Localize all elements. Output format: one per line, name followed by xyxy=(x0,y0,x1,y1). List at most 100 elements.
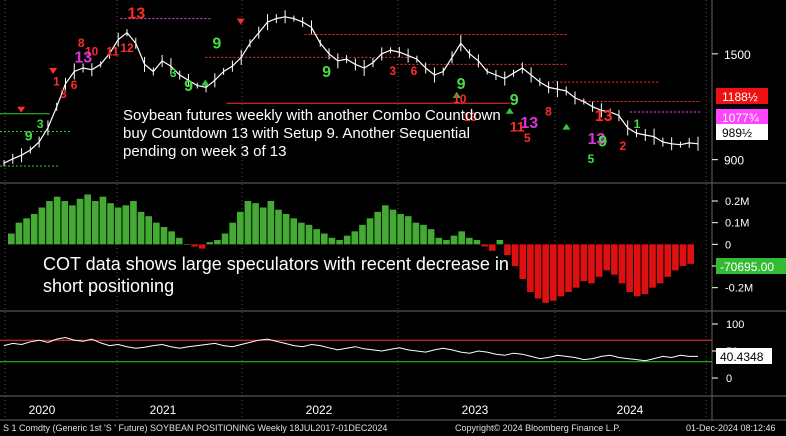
cot-bar xyxy=(519,244,527,279)
td-count-label: 1 xyxy=(53,75,60,89)
price-tick-label: 1500 xyxy=(724,48,751,62)
cot-bar xyxy=(435,237,443,245)
cot-bar xyxy=(298,222,305,245)
buy-arrow-icon xyxy=(562,123,571,130)
price-tag-label: 989½ xyxy=(722,126,752,140)
cot-bar xyxy=(275,209,282,245)
td-count-label: 13 xyxy=(520,115,538,132)
cot-bar xyxy=(611,244,618,275)
cot-bar xyxy=(618,244,626,284)
cot-bar xyxy=(282,214,290,245)
cot-last-tag-box xyxy=(716,258,786,274)
td-count-label: 3 xyxy=(37,117,44,131)
cot-bar xyxy=(145,216,153,245)
cot-bar xyxy=(244,201,252,245)
rsi-tick-label: 100 xyxy=(726,319,744,331)
cot-bar xyxy=(214,240,221,245)
x-axis-year-label: 2024 xyxy=(617,403,644,417)
td-count-label: 9 xyxy=(184,78,193,95)
cot-bar xyxy=(542,244,549,303)
cot-bar xyxy=(664,244,672,277)
td-count-label: 3 xyxy=(389,64,396,78)
cot-bar xyxy=(572,244,580,288)
td-count-label: 9 xyxy=(212,36,221,53)
cot-bar xyxy=(61,201,69,245)
buy-arrow-icon xyxy=(452,91,461,98)
cot-bar xyxy=(30,214,38,245)
sell-arrow-icon xyxy=(236,18,245,25)
cot-bar xyxy=(672,244,679,271)
buy-arrow-icon xyxy=(201,79,210,86)
x-axis-year-label: 2022 xyxy=(306,403,333,417)
cot-bar xyxy=(443,240,450,245)
footer-source: S 1 Comdty (Generic 1st 'S ' Future) SOY… xyxy=(3,423,388,433)
cot-bar xyxy=(53,196,61,245)
buy-arrow-icon xyxy=(505,107,514,114)
cot-bar xyxy=(183,244,191,245)
cot-tick-label: 0.2M xyxy=(725,196,749,208)
cot-annotation: COT data shows large speculators with re… xyxy=(43,254,509,296)
cot-bar xyxy=(76,198,84,245)
cot-bar xyxy=(633,244,641,297)
cot-bar xyxy=(511,244,519,266)
td-count-label: 12 xyxy=(120,41,134,55)
cot-bar xyxy=(359,224,366,245)
cot-bar xyxy=(153,222,160,245)
cot-bar xyxy=(122,205,130,245)
td-count-label: 8 xyxy=(78,36,85,50)
td-count-label: 10 xyxy=(453,92,467,106)
cot-bar xyxy=(168,231,175,245)
price-tag-box xyxy=(716,88,768,104)
td-count-label: 9 xyxy=(322,64,331,81)
cot-bar xyxy=(679,244,687,266)
price-series-line xyxy=(3,16,699,164)
cot-bar xyxy=(649,244,656,288)
cot-bar xyxy=(15,222,23,245)
cot-bar xyxy=(450,235,458,245)
cot-bar xyxy=(557,244,565,297)
cot-bar xyxy=(221,233,229,245)
cot-bar xyxy=(412,222,420,245)
cot-bar xyxy=(328,237,336,245)
cot-bar xyxy=(198,244,206,249)
cot-bar xyxy=(343,235,351,245)
cot-bar xyxy=(488,244,496,251)
price-annotation: Soybean futures weekly with another Comb… xyxy=(123,107,501,160)
price-panel xyxy=(3,10,699,167)
cot-bar xyxy=(397,214,404,245)
cot-bar xyxy=(466,237,473,245)
td-count-label: 9 xyxy=(25,127,33,143)
cot-bar xyxy=(336,240,343,245)
cot-bar xyxy=(206,242,214,245)
cot-bar xyxy=(69,205,76,245)
td-count-label: 13 xyxy=(464,110,478,124)
rsi-last-tag: 40.4348 xyxy=(720,350,764,364)
cot-bar xyxy=(366,218,374,245)
cot-bar xyxy=(91,201,99,245)
cot-bar xyxy=(374,211,382,245)
cot-bar xyxy=(382,205,389,245)
cot-panel xyxy=(8,194,694,303)
x-axis-year-label: 2021 xyxy=(150,403,177,417)
cot-bar xyxy=(580,244,588,282)
cot-bar xyxy=(687,244,694,264)
cot-bar xyxy=(259,207,267,245)
td-count-label: 10 xyxy=(85,45,99,59)
td-count-label: 5 xyxy=(588,152,595,166)
cot-bar xyxy=(420,224,427,245)
td-count-label: 13 xyxy=(588,131,606,148)
cot-bar xyxy=(481,244,488,247)
cot-bar xyxy=(99,196,107,245)
footer-copyright: Copyright© 2024 Bloomberg Finance L.P. xyxy=(455,423,621,433)
footer-timestamp: 01-Dec-2024 08:12:46 xyxy=(686,423,776,433)
sell-arrow-icon xyxy=(49,67,58,74)
x-axis-year-label: 2023 xyxy=(462,403,489,417)
cot-bar xyxy=(603,244,611,271)
cot-bar xyxy=(160,227,168,245)
td-count-label: 6 xyxy=(71,78,78,92)
cot-bar xyxy=(656,244,664,284)
cot-bar xyxy=(527,244,534,292)
cot-tick-label: 0 xyxy=(725,239,731,251)
cot-bar xyxy=(389,209,397,245)
